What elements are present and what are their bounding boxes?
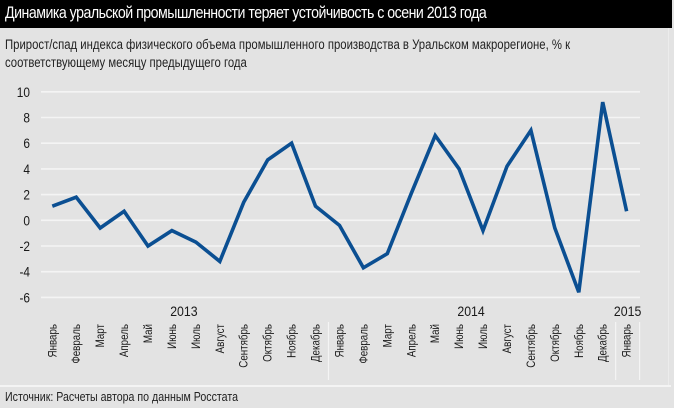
y-tick-label: 8	[23, 110, 30, 126]
y-tick-label: 0	[23, 213, 30, 229]
x-tick-label: Октябрь	[549, 324, 562, 362]
year-separators	[327, 322, 641, 380]
x-tick-label: Апрель	[118, 324, 131, 358]
x-tick-label: Февраль	[71, 324, 84, 364]
x-tick-label: Сентябрь	[525, 324, 538, 368]
x-tick-label: Октябрь	[262, 324, 275, 362]
y-tick-label: 4	[23, 161, 30, 177]
x-tick-label: Ноябрь	[286, 324, 299, 358]
x-tick-label: Декабрь	[310, 324, 323, 362]
gridlines	[41, 91, 640, 299]
x-tick-label: Июнь	[166, 324, 179, 349]
x-tick-label: Май	[429, 324, 442, 343]
year-labels: 2013 2014 2015	[170, 303, 641, 319]
x-tick-label: Август	[501, 324, 514, 353]
x-tick-label: Декабрь	[597, 324, 610, 362]
y-tick-label: 6	[23, 135, 30, 151]
x-tick-label: Сентябрь	[238, 324, 251, 368]
y-tick-label: 10	[17, 84, 30, 100]
y-tick-label: -6	[19, 290, 30, 306]
x-tick-label: Январь	[334, 324, 347, 358]
x-axis-month-labels: Январь Февраль Март Апрель Май Июнь Июль Август…	[47, 324, 634, 368]
x-tick-label: Июль	[190, 324, 203, 349]
right-border	[668, 28, 669, 385]
source-note: Источник: Расчеты автора по данным Росст…	[5, 390, 238, 404]
y-tick-label: 2	[23, 187, 30, 203]
y-tick-label: -2	[19, 238, 30, 254]
x-tick-label: Январь	[47, 324, 60, 358]
y-axis-tick-labels: 10 8 6 4 2 0 -2 -4 -6	[17, 84, 30, 306]
year-label: 2014	[457, 303, 484, 319]
year-label: 2015	[614, 303, 641, 319]
footer-divider	[0, 385, 671, 387]
x-tick-label: Февраль	[358, 324, 371, 364]
x-tick-label: Март	[94, 324, 107, 347]
chart-title: Динамика уральской промышленности теряет…	[5, 4, 487, 22]
year-label: 2013	[170, 303, 197, 319]
x-tick-label: Март	[382, 324, 395, 347]
chart-title-bar: Динамика уральской промышленности теряет…	[0, 0, 672, 28]
x-tick-label: Январь	[621, 324, 634, 358]
y-tick-label: -4	[19, 264, 30, 280]
x-tick-label: Июль	[477, 324, 490, 349]
x-tick-label: Июнь	[453, 324, 466, 349]
data-line	[51, 101, 629, 293]
x-tick-label: Август	[214, 324, 227, 353]
x-tick-label: Май	[142, 324, 155, 343]
x-tick-label: Апрель	[406, 324, 419, 358]
chart-subtitle: Прирост/спад индекса физического объема …	[5, 37, 571, 70]
x-tick-label: Ноябрь	[573, 324, 586, 358]
